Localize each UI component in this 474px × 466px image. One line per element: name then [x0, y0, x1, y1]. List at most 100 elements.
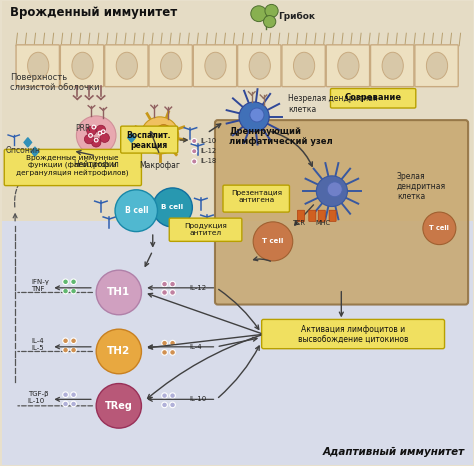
Circle shape: [162, 340, 167, 346]
Ellipse shape: [382, 52, 403, 79]
Circle shape: [423, 212, 456, 245]
FancyBboxPatch shape: [193, 45, 237, 87]
Text: Презентация
антигена: Презентация антигена: [231, 190, 282, 203]
Circle shape: [71, 401, 76, 407]
Text: Воспалит.
реакция: Воспалит. реакция: [127, 131, 171, 150]
Circle shape: [87, 126, 96, 136]
Circle shape: [71, 279, 76, 285]
Text: Продукция
антител: Продукция антител: [184, 223, 227, 236]
Circle shape: [162, 281, 167, 287]
Text: TGF-β
IL-10: TGF-β IL-10: [28, 391, 48, 404]
FancyBboxPatch shape: [282, 45, 325, 87]
Text: Адаптивный иммунитет: Адаптивный иммунитет: [323, 447, 465, 457]
Ellipse shape: [293, 52, 315, 79]
Text: Врожденные иммунные
функции (фагоцитоз и
дегрануляция нейтрофилов): Врожденные иммунные функции (фагоцитоз и…: [16, 155, 129, 177]
Text: Нейтрофил: Нейтрофил: [73, 159, 119, 169]
Circle shape: [170, 281, 175, 287]
Circle shape: [94, 138, 98, 142]
Circle shape: [98, 131, 102, 135]
Circle shape: [100, 133, 109, 143]
Polygon shape: [24, 138, 32, 147]
Circle shape: [191, 159, 197, 164]
Circle shape: [155, 125, 172, 142]
Text: IL-10: IL-10: [190, 396, 207, 402]
Text: TH1: TH1: [107, 288, 130, 297]
Circle shape: [76, 116, 116, 155]
Circle shape: [115, 190, 157, 232]
Circle shape: [170, 402, 175, 408]
FancyBboxPatch shape: [2, 0, 474, 221]
FancyBboxPatch shape: [16, 45, 59, 87]
Text: IL-12: IL-12: [200, 148, 216, 154]
FancyBboxPatch shape: [298, 210, 304, 221]
Text: B cell: B cell: [125, 206, 148, 215]
FancyBboxPatch shape: [121, 126, 178, 153]
Circle shape: [251, 6, 267, 21]
FancyBboxPatch shape: [215, 120, 468, 305]
Text: Созревание: Созревание: [344, 93, 401, 102]
FancyBboxPatch shape: [371, 45, 414, 87]
Text: IL-12: IL-12: [190, 285, 207, 291]
Circle shape: [63, 288, 68, 294]
Circle shape: [63, 392, 68, 397]
Text: IL-4
IL-5: IL-4 IL-5: [31, 338, 44, 351]
Circle shape: [316, 176, 347, 206]
FancyBboxPatch shape: [330, 89, 416, 108]
FancyBboxPatch shape: [105, 45, 148, 87]
FancyBboxPatch shape: [237, 45, 281, 87]
Text: TH2: TH2: [107, 347, 130, 356]
Text: IL-4: IL-4: [190, 344, 202, 350]
FancyBboxPatch shape: [415, 45, 458, 87]
Circle shape: [170, 350, 175, 355]
Circle shape: [91, 138, 101, 147]
Text: MHC: MHC: [316, 220, 331, 226]
Text: T cell: T cell: [429, 226, 449, 231]
Text: IL-10: IL-10: [200, 138, 216, 144]
Circle shape: [92, 125, 96, 129]
Text: Макрофаг: Макрофаг: [139, 161, 180, 170]
Text: T cell: T cell: [262, 239, 283, 244]
Circle shape: [170, 340, 175, 346]
Circle shape: [96, 384, 141, 428]
Text: B cell: B cell: [162, 205, 183, 211]
Circle shape: [71, 392, 76, 397]
Ellipse shape: [72, 52, 93, 79]
Circle shape: [191, 138, 197, 144]
Circle shape: [89, 134, 92, 137]
Circle shape: [250, 108, 264, 122]
Circle shape: [84, 135, 94, 144]
Ellipse shape: [249, 52, 270, 79]
Circle shape: [71, 288, 76, 294]
Text: TCR: TCR: [293, 220, 306, 226]
Text: IFN-γ
TNF: IFN-γ TNF: [31, 279, 49, 292]
Circle shape: [162, 393, 167, 398]
FancyBboxPatch shape: [309, 210, 316, 221]
FancyBboxPatch shape: [60, 45, 104, 87]
Text: TReg: TReg: [105, 401, 133, 411]
FancyBboxPatch shape: [223, 185, 290, 212]
Text: Грибок: Грибок: [278, 13, 315, 21]
Circle shape: [101, 130, 105, 134]
FancyBboxPatch shape: [169, 218, 242, 241]
Circle shape: [327, 182, 342, 197]
FancyBboxPatch shape: [2, 221, 474, 466]
Circle shape: [264, 15, 276, 27]
Polygon shape: [128, 133, 135, 143]
Circle shape: [63, 338, 68, 343]
Circle shape: [71, 338, 76, 343]
Circle shape: [63, 347, 68, 353]
Circle shape: [170, 393, 175, 398]
Circle shape: [265, 4, 278, 17]
Text: Опсонин: Опсонин: [6, 146, 41, 155]
FancyBboxPatch shape: [262, 319, 445, 349]
Circle shape: [141, 117, 179, 154]
FancyBboxPatch shape: [329, 210, 336, 221]
Circle shape: [96, 329, 141, 374]
Text: PRR: PRR: [75, 124, 91, 133]
Ellipse shape: [338, 52, 359, 79]
Circle shape: [253, 222, 293, 261]
FancyBboxPatch shape: [4, 150, 141, 185]
FancyBboxPatch shape: [318, 210, 325, 221]
Ellipse shape: [27, 52, 49, 79]
Circle shape: [63, 279, 68, 285]
